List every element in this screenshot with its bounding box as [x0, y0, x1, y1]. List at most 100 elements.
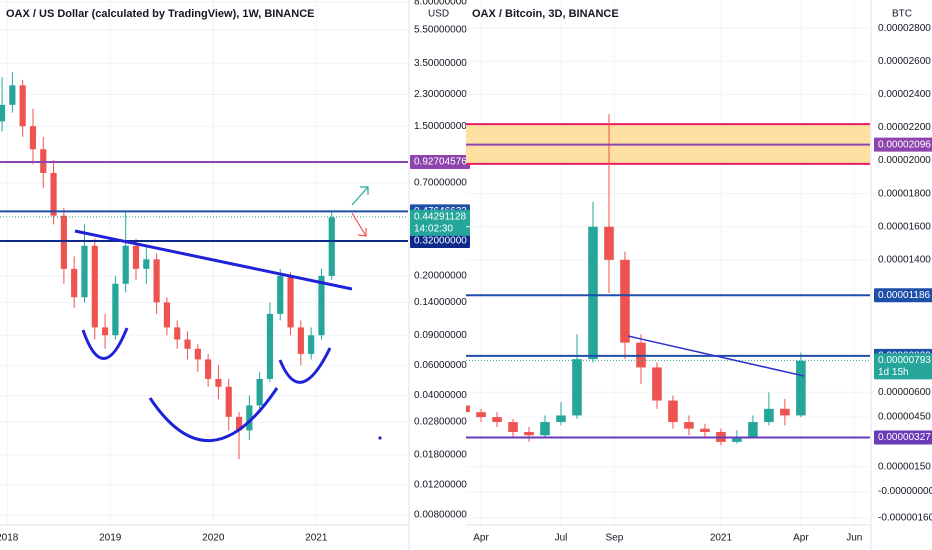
candle-body — [102, 327, 109, 336]
countdown: 1d 15h — [878, 367, 909, 378]
x-tick-label: 2021 — [710, 533, 733, 544]
price-badge — [410, 154, 470, 169]
x-tick-label: 2021 — [305, 533, 328, 544]
candle-body — [508, 422, 518, 432]
candle-body — [277, 275, 284, 314]
y-tick-label: 0.00001800 — [878, 188, 931, 199]
arc — [278, 347, 332, 384]
last-price-label: 0.44291128 — [414, 211, 467, 222]
price-badge-label: 0.00001186 — [878, 290, 931, 301]
candle-body — [256, 378, 263, 406]
y-tick-label: 0.00002400 — [878, 89, 931, 100]
candle-body — [684, 422, 694, 429]
trend-line — [627, 335, 805, 377]
dot — [378, 436, 382, 440]
y-tick-label: 0.04000000 — [414, 390, 467, 401]
candle-body — [700, 428, 710, 432]
x-tick-label: Apr — [793, 533, 809, 544]
candle-body — [81, 245, 88, 298]
arrow-down — [351, 212, 367, 237]
y-tick-label: 0.02800000 — [414, 417, 467, 428]
currency: BTC — [892, 9, 912, 20]
candle-body — [604, 226, 614, 260]
y-tick-label: 3.50000000 — [414, 58, 467, 69]
candle-body — [297, 327, 304, 354]
candle-body — [748, 422, 758, 437]
candle-body — [205, 359, 212, 379]
candle-body — [524, 431, 534, 436]
drawings — [74, 186, 805, 442]
price-badge — [410, 233, 470, 248]
plot — [0, 0, 408, 525]
chart-title: OAX / US Dollar (calculated by TradingVi… — [6, 8, 314, 20]
y-tick-label: -0.00000000 — [878, 486, 932, 497]
candle-body — [71, 268, 78, 298]
y-tick-label: 0.00002000 — [878, 155, 931, 166]
candle-body — [540, 422, 550, 436]
arrow-up — [351, 186, 369, 206]
y-tick-label: 1.50000000 — [414, 121, 467, 132]
candle-body — [764, 408, 774, 423]
y-tick-label: 0.00800000 — [414, 510, 467, 521]
y-tick-label: 0.14000000 — [414, 297, 467, 308]
y-tick-label: 0.00000450 — [878, 412, 931, 423]
price-badge — [874, 430, 932, 445]
chart-title: OAX / Bitcoin, 3D, BINANCE — [472, 8, 619, 20]
candle-body — [225, 386, 232, 417]
price-badge-label: 0.00000327 — [878, 432, 931, 443]
arc — [148, 387, 279, 442]
price-badge — [874, 288, 932, 303]
candle-body — [266, 313, 274, 379]
candle-body — [620, 259, 630, 343]
last-price-label: 0.00000793 — [878, 355, 931, 366]
candle-body — [174, 327, 181, 340]
x-tick-label: 2018 — [0, 533, 19, 544]
x-tick-label: 2019 — [99, 533, 122, 544]
candle-body — [466, 405, 470, 413]
candle-body — [112, 283, 119, 336]
arc — [81, 327, 129, 360]
price-badge — [874, 137, 932, 152]
candle-body — [308, 335, 315, 354]
candle-body — [132, 245, 140, 269]
y-tick-label: -0.00000160 — [878, 513, 932, 524]
last-price-badge — [410, 209, 470, 236]
candle-body — [652, 367, 662, 401]
x-tick-label: Jun — [846, 533, 862, 544]
candle-body — [780, 408, 790, 416]
y-tick-label: 0.09000000 — [414, 330, 467, 341]
x-tick-label: Jul — [555, 533, 568, 544]
candle-body — [50, 172, 57, 216]
y-tick-label: 0.00001600 — [878, 221, 931, 232]
candle-body — [588, 226, 598, 360]
candle-body — [492, 417, 502, 423]
candle-body — [19, 85, 26, 127]
candle-body — [318, 275, 325, 336]
x-tick-label: Sep — [606, 533, 624, 544]
candle-body — [796, 360, 806, 416]
y-tick-label: 2.30000000 — [414, 89, 467, 100]
y-tick-label: 0.00002600 — [878, 56, 931, 67]
candle-body — [732, 436, 742, 442]
y-tick-label: 5.50000000 — [414, 24, 467, 35]
candle-body — [60, 215, 67, 269]
candle-body — [328, 217, 335, 276]
candle-body — [0, 104, 6, 122]
y-tick-label: 0.00000150 — [878, 461, 931, 472]
trend-line — [74, 229, 353, 291]
candle-body — [122, 245, 129, 284]
x-tick-label: 2020 — [202, 533, 225, 544]
price-badge-label: 0.32000000 — [414, 236, 467, 247]
y-tick-label: 0.01200000 — [414, 480, 467, 491]
candle-body — [235, 416, 243, 431]
currency: USD — [428, 9, 449, 20]
last-price-badge — [874, 353, 932, 380]
candle-body — [29, 126, 37, 150]
y-tick-label: 0.70000000 — [414, 177, 467, 188]
candle-body — [163, 302, 170, 328]
candle-body — [9, 85, 16, 105]
y-tick-label: 0.20000000 — [414, 271, 467, 282]
candle-body — [91, 245, 98, 328]
